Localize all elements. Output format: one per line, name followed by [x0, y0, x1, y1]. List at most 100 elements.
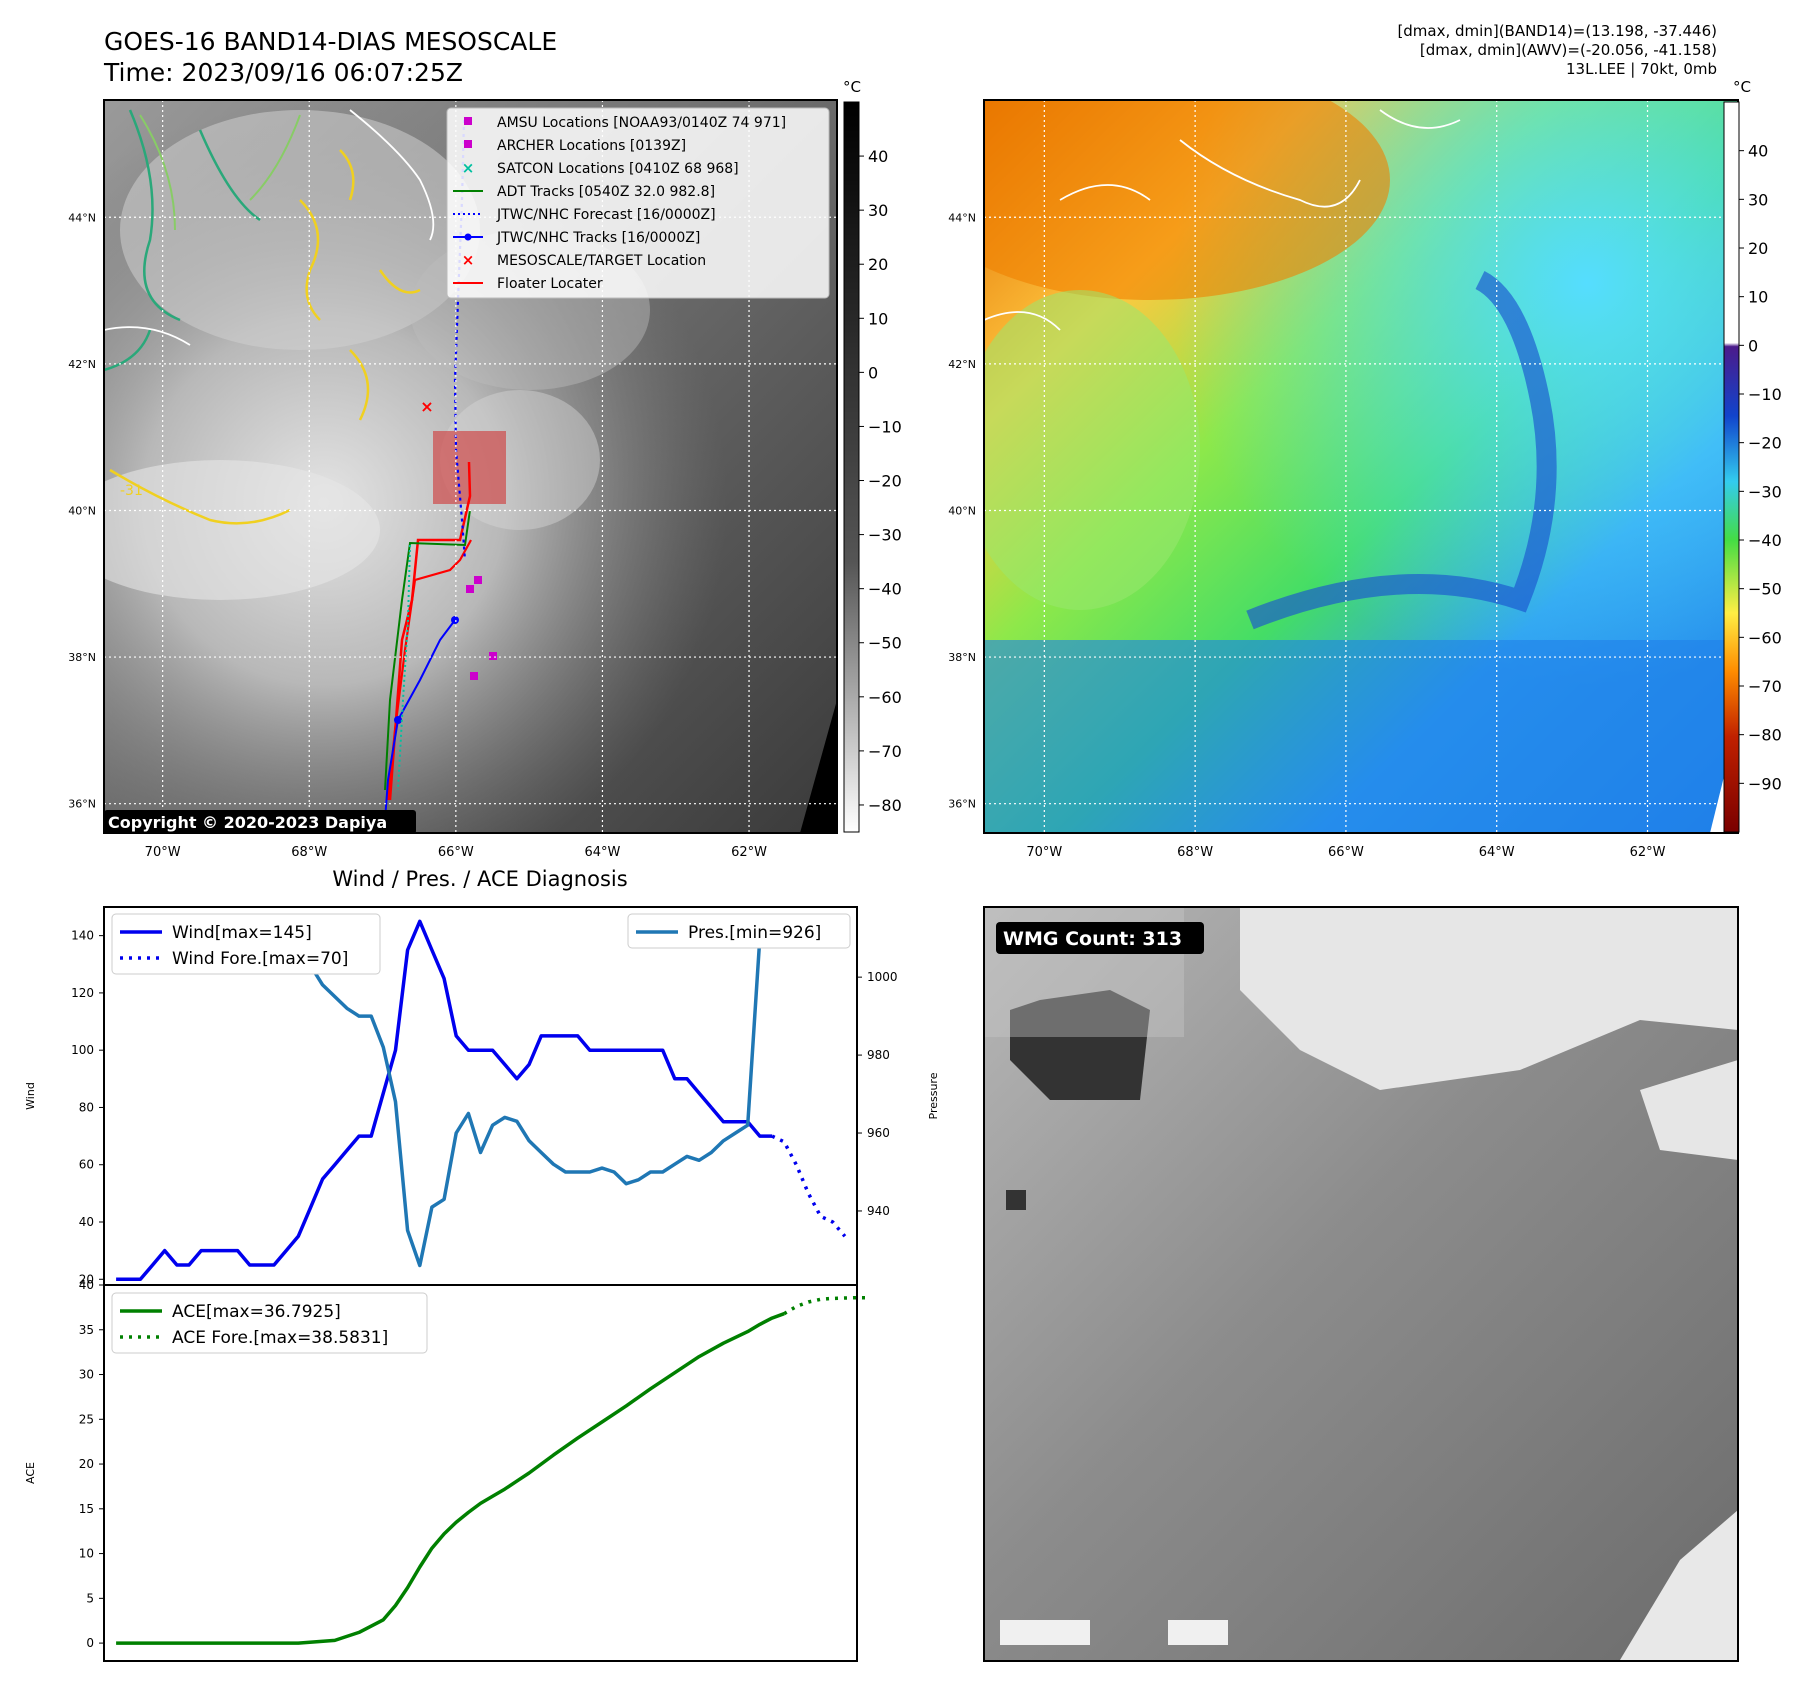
wind-pressure-chart: 20 40 60 80 100 120 140 Wind 940 960 980 1000 Pressu…	[24, 906, 940, 1286]
colorbar-tick-label: −80	[1748, 726, 1782, 745]
lon-tick-label: 66°W	[438, 845, 474, 860]
lat-tick-label: 42°N	[68, 358, 96, 371]
lat-tick-label: 36°N	[68, 798, 96, 811]
colorbar-tick-label: 20	[1748, 239, 1768, 258]
lat-tick-label: 38°N	[948, 651, 976, 664]
y-tick-label: 20	[79, 1272, 94, 1286]
legend-item: × MESOSCALE/TARGET Location	[462, 251, 706, 269]
legend-item: JTWC/NHC Forecast [16/0000Z]	[453, 207, 716, 223]
chart-legend-box	[627, 913, 851, 949]
legend-label: JTWC/NHC Forecast [16/0000Z]	[496, 207, 716, 223]
colorbar-tick-label: −30	[1748, 482, 1782, 501]
contour-label: -31	[120, 483, 143, 499]
lat-tick-label: 38°N	[68, 651, 96, 664]
y-tick-label: 0	[86, 1636, 94, 1650]
series-line-2	[771, 1134, 847, 1238]
lon-tick-label: 70°W	[1026, 845, 1062, 860]
legend-label: ARCHER Locations [0139Z]	[497, 138, 686, 154]
colorbar-tick-label: −20	[1748, 434, 1782, 453]
y-tick-label: 40	[79, 1278, 94, 1292]
legend-label: Floater Locater	[497, 276, 603, 292]
lat-tick-label: 42°N	[948, 358, 976, 371]
lat-tick-label: 40°N	[68, 504, 96, 517]
y-tick-label: 25	[79, 1412, 94, 1426]
y-axis-label: ACE	[24, 1462, 37, 1484]
colorbar-tick-label: −10	[1748, 385, 1782, 404]
legend-label: SATCON Locations [0410Z 68 968]	[497, 161, 739, 177]
gray-colorbar-ticks: 40 30 20 10 0 −10 −20 −30 −40 −50 −60 −70 −80	[859, 147, 902, 815]
wv-colorbar-unit: °C	[1733, 78, 1751, 96]
y-tick-label: 40	[79, 1215, 94, 1229]
y-tick-label: 60	[79, 1158, 94, 1172]
dark-patch	[1010, 990, 1150, 1100]
colorbar-tick-label: −20	[868, 472, 902, 491]
colorbar-tick-label: −50	[1748, 580, 1782, 599]
colorbar-tick-label: −90	[1748, 774, 1782, 793]
y-tick-label: 35	[79, 1323, 94, 1337]
wv-colorbar	[1723, 101, 1740, 833]
y2-tick-label: 1000	[867, 970, 898, 984]
y2-axis-label: Pressure	[927, 1072, 940, 1119]
lat-tick-label: 44°N	[948, 211, 976, 224]
legend-label: AMSU Locations [NOAA93/0140Z 74 971]	[497, 115, 786, 131]
lat-tick-label: 40°N	[948, 504, 976, 517]
y-tick-label: 120	[71, 986, 94, 1000]
target-marker: ×	[420, 397, 433, 416]
chart-legend: Pres.[min=926]	[627, 913, 851, 949]
archer-marker	[474, 576, 482, 584]
chart-legend-label: ACE[max=36.7925]	[172, 1302, 341, 1322]
legend-square-icon	[464, 140, 472, 148]
legend-item: × SATCON Locations [0410Z 68 968]	[462, 159, 739, 177]
ir-map-frame	[103, 99, 838, 834]
y-tick-label: 15	[79, 1502, 94, 1516]
lon-tick-label: 64°W	[1479, 845, 1515, 860]
series-line-1	[709, 1106, 772, 1138]
y-tick-label: 20	[79, 1457, 94, 1471]
chart-legend-box	[111, 1292, 428, 1354]
colorbar-tick-label: −80	[868, 796, 902, 815]
y-tick-label: 100	[71, 1043, 94, 1057]
lon-tick-label: 68°W	[291, 845, 327, 860]
y-axis-label: Wind	[24, 1082, 37, 1110]
y-tick-label: 80	[79, 1100, 94, 1114]
adt-track	[384, 509, 471, 791]
lat-tick-label: 36°N	[948, 798, 976, 811]
gray-colorbar-unit: °C	[843, 78, 861, 96]
lon-tick-label: 62°W	[731, 845, 767, 860]
legend-item: ADT Tracks [0540Z 32.0 982.8]	[453, 184, 715, 200]
info-line-3: 13L.LEE | 70kt, 0mb	[1566, 60, 1717, 78]
colorbar-tick-label: 10	[868, 309, 888, 328]
chart-legend-label: Wind Fore.[max=70]	[172, 949, 348, 969]
colorbar-tick-label: −40	[1748, 531, 1782, 550]
colorbar-tick-label: 30	[868, 201, 888, 220]
lon-tick-label: 66°W	[1328, 845, 1364, 860]
chart-legend-label: Wind[max=145]	[172, 923, 312, 943]
figure-title: GOES-16 BAND14-DIAS MESOSCALE Time: 2023…	[104, 26, 557, 88]
wmg-frame	[983, 906, 1739, 1662]
y-tick-label: 140	[71, 929, 94, 943]
gray-colorbar	[843, 101, 860, 833]
map-legend: AMSU Locations [NOAA93/0140Z 74 971] ARCH…	[446, 107, 830, 299]
colorbar-tick-label: 0	[1748, 336, 1758, 355]
info-block: [dmax, dmin](BAND14)=(13.198, -37.446) […	[1397, 22, 1717, 79]
colorbar-tick-label: −70	[868, 742, 902, 761]
chart-title: Wind / Pres. / ACE Diagnosis	[332, 867, 627, 891]
legend-square-icon	[464, 117, 472, 125]
colorbar-tick-label: −70	[1748, 677, 1782, 696]
chart-legend-label: Pres.[min=926]	[688, 923, 821, 943]
y2-tick-label: 960	[867, 1126, 890, 1140]
legend-x-icon: ×	[462, 159, 475, 177]
legend-label: MESOSCALE/TARGET Location	[497, 253, 706, 269]
wmg-image	[984, 907, 1738, 1661]
colorbar-tick-label: −10	[868, 417, 902, 436]
y2-tick-label: 940	[867, 1204, 890, 1218]
chart-legend-box	[111, 913, 381, 975]
legend-label: JTWC/NHC Tracks [16/0000Z]	[496, 230, 700, 246]
copyright-badge	[104, 810, 416, 834]
legend-dot-icon	[464, 233, 472, 241]
legend-item: ARCHER Locations [0139Z]	[464, 138, 686, 154]
ace-chart: 0 5 10 15 20 25 30 35 40 ACE ACE[max=36.7925] ACE F…	[24, 1278, 870, 1662]
legend-item: JTWC/NHC Tracks [16/0000Z]	[453, 230, 700, 246]
wv-image	[984, 100, 1738, 833]
